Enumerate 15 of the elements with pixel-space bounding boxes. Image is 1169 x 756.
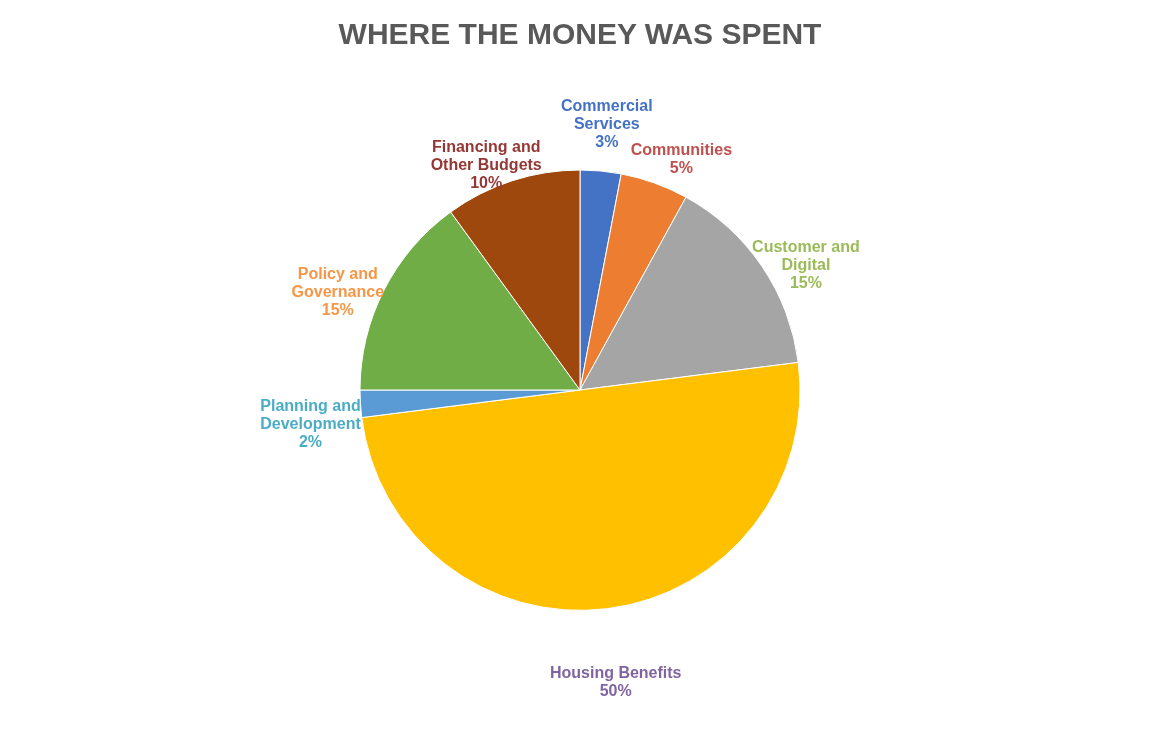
slice-label: Financing and Other Budgets <box>430 138 542 174</box>
data-label: 10% <box>470 174 503 192</box>
data-label: 15% <box>321 301 354 319</box>
data-label: 5% <box>669 159 693 177</box>
slice-label: Customer and Digital <box>752 237 860 273</box>
chart-title: WHERE THE MONEY WAS SPENT <box>338 17 822 50</box>
slice-label: Communities <box>630 141 733 159</box>
slice-label: Policy and Governance <box>291 265 385 301</box>
data-label: 2% <box>298 433 323 451</box>
data-label: 3% <box>595 133 619 151</box>
data-label: 50% <box>599 681 632 699</box>
slice-label: Planning and Development <box>260 397 362 433</box>
slice-label: Commercial Services <box>561 97 653 133</box>
data-label: 15% <box>789 273 822 291</box>
slice-label: Housing Benefits <box>549 663 682 681</box>
